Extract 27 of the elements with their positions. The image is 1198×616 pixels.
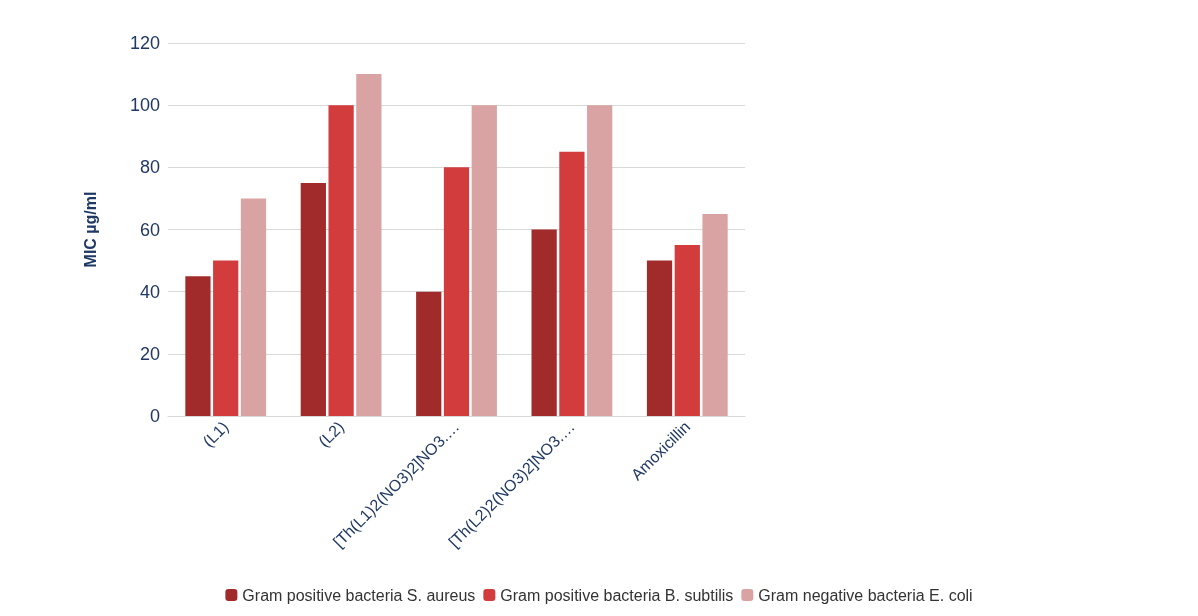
bar	[356, 74, 382, 416]
bar	[471, 105, 497, 416]
y-tick-label: 0	[149, 406, 160, 426]
bar	[185, 276, 211, 416]
bar	[587, 105, 613, 416]
bar	[416, 291, 442, 416]
bar	[300, 182, 326, 416]
x-tick-label: (L1)	[199, 417, 232, 451]
y-tick-label: 20	[139, 343, 160, 364]
y-tick-label: 60	[139, 219, 160, 240]
y-tick-label: 100	[129, 95, 160, 116]
bar	[213, 260, 239, 416]
y-tick-label: 80	[139, 157, 160, 178]
bar	[443, 167, 470, 416]
y-axis-title: MIC µg/ml	[81, 191, 99, 268]
legend-label: Gram positive bacteria S. aureus	[242, 586, 476, 604]
bar	[559, 151, 585, 416]
bar	[702, 213, 728, 416]
bar	[646, 260, 673, 416]
legend-label: Gram negative bacteria E. coli	[758, 586, 973, 604]
bar	[328, 105, 354, 416]
bar	[674, 245, 700, 416]
legend-label: Gram positive bacteria B. subtilis	[500, 586, 734, 604]
bar	[531, 229, 557, 416]
y-tick-label: 40	[139, 281, 160, 302]
bar	[240, 198, 267, 416]
y-tick-label: 120	[129, 33, 160, 53]
